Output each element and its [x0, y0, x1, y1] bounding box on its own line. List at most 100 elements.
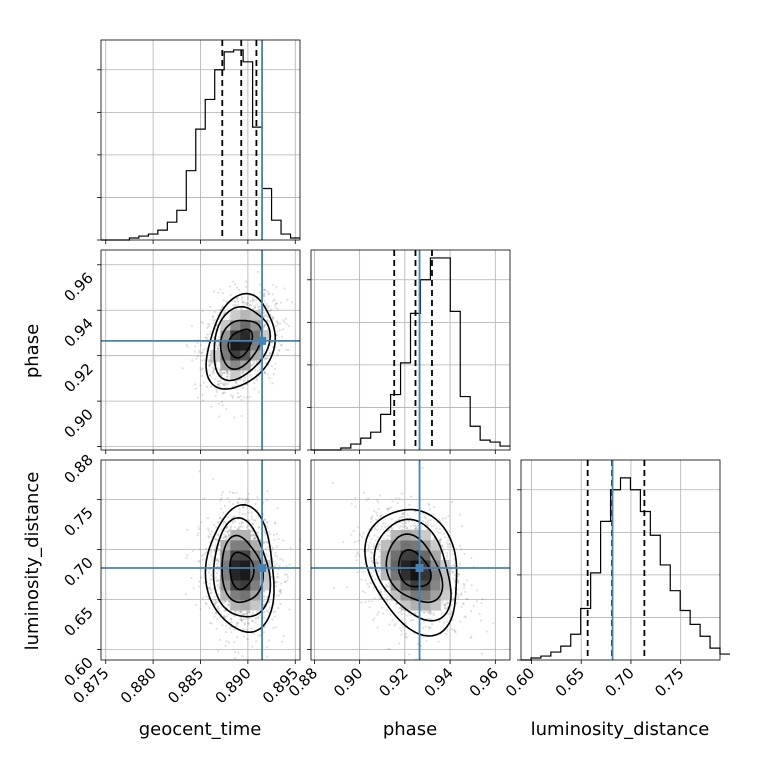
density-cell [440, 580, 451, 591]
scatter-point [378, 556, 381, 559]
scatter-point [250, 619, 254, 623]
scatter-point [358, 554, 361, 557]
scatter-point [223, 615, 226, 618]
scatter-point [250, 529, 253, 533]
scatter-point [218, 516, 222, 519]
scatter-point [240, 398, 243, 401]
scatter-point [390, 518, 393, 521]
density-cell [250, 600, 261, 611]
scatter-point [256, 270, 260, 273]
scatter-point [429, 612, 432, 615]
scatter-point [398, 642, 401, 645]
scatter-point [217, 600, 220, 603]
scatter-point [415, 525, 418, 529]
density-cell [230, 310, 241, 321]
scatter-point [214, 526, 218, 529]
scatter-point [415, 611, 419, 614]
scatter-point [349, 533, 353, 536]
scatter-point [210, 360, 213, 363]
scatter-point [423, 611, 426, 614]
scatter-point [243, 376, 246, 379]
scatter-point [263, 371, 266, 375]
scatter-point [217, 359, 220, 363]
scatter-point [197, 349, 201, 352]
scatter-point [223, 530, 227, 533]
scatter-point [226, 375, 229, 379]
scatter-point [240, 619, 243, 622]
histogram-luminosity-distance [521, 477, 730, 661]
scatter-point [253, 537, 256, 540]
density-cell [400, 530, 411, 541]
scatter-point [262, 631, 266, 634]
scatter-point [282, 635, 285, 638]
scatter-point [222, 299, 225, 302]
scatter-point [226, 373, 230, 376]
density-cell [250, 570, 261, 581]
scatter-point [275, 320, 278, 323]
hist-panel-geocent-time [97, 39, 301, 244]
scatter-point [263, 371, 267, 374]
scatter-point [357, 525, 360, 529]
scatter-point [450, 628, 453, 631]
density-cell [240, 320, 251, 331]
scatter-point [366, 549, 370, 552]
scatter-point [354, 555, 357, 558]
scatter-point [376, 545, 380, 548]
scatter-point [437, 640, 440, 643]
scatter-point [211, 316, 215, 319]
scatter-point [279, 590, 282, 593]
scatter-point [222, 511, 225, 514]
y-axis-label-luminosity-distance: luminosity_distance [22, 472, 43, 651]
scatter-point [211, 371, 214, 374]
scatter-point [380, 514, 383, 517]
scatter-point [268, 376, 271, 380]
scatter-point [333, 587, 336, 590]
scatter-point [254, 535, 257, 538]
scatter-point [408, 528, 411, 531]
density-cell [400, 600, 411, 611]
scatter-point [208, 582, 212, 585]
scatter-point [226, 371, 229, 374]
scatter-point [214, 537, 217, 541]
scatter-point [259, 634, 262, 637]
density-cell [420, 530, 431, 541]
scatter-point [211, 544, 214, 547]
scatter-point [370, 520, 373, 523]
density-cell [420, 560, 431, 571]
scatter-point [387, 528, 391, 532]
scatter-point [275, 302, 278, 305]
scatter-point [278, 349, 281, 352]
density-cell [390, 590, 402, 601]
scatter-point [262, 350, 265, 353]
scatter-point [247, 518, 250, 522]
scatter-point [199, 576, 203, 579]
scatter-point [275, 594, 278, 597]
scatter-point [213, 603, 217, 606]
scatter-point [193, 383, 197, 386]
scatter-point [253, 519, 256, 522]
scatter-point [469, 609, 473, 613]
scatter-point [192, 586, 195, 590]
scatter-point [266, 290, 269, 293]
scatter-point [247, 296, 250, 299]
scatter-point [265, 302, 268, 305]
scatter-point [238, 525, 241, 529]
scatter-point [373, 509, 376, 513]
scatter-point [274, 444, 276, 446]
scatter-point [219, 499, 222, 502]
scatter-point [446, 543, 449, 546]
scatter-point [222, 391, 225, 394]
scatter-point [239, 618, 242, 621]
scatter-point [256, 508, 259, 511]
scatter-point [217, 347, 220, 351]
scatter-point [274, 362, 277, 365]
scatter-point [372, 542, 376, 546]
scatter-point [360, 578, 363, 581]
scatter-point [246, 637, 249, 641]
scatter-point [238, 497, 242, 500]
scatter-point [257, 390, 261, 394]
scatter-point [208, 358, 211, 362]
scatter-point [460, 593, 463, 596]
scatter-point [450, 603, 453, 607]
scatter-point [227, 532, 230, 536]
